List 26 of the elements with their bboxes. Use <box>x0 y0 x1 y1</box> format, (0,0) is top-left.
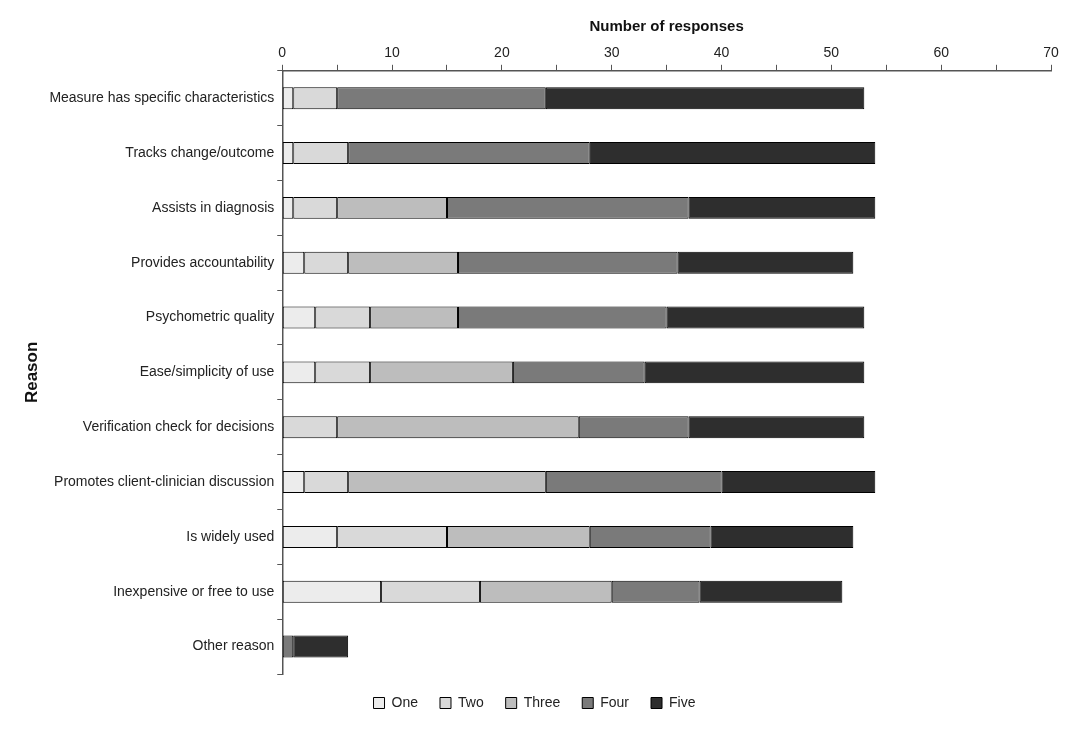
y-tick-label: Psychometric quality <box>145 308 275 325</box>
y-tick-label: Tracks change/outcome <box>125 143 275 160</box>
x-tick-label: 30 <box>603 44 620 61</box>
x-tick-label: 70 <box>1043 44 1059 61</box>
legend-label: Five <box>669 693 696 710</box>
x-tick-label: 10 <box>384 44 401 61</box>
y-tick-label: Assists in diagnosis <box>152 198 275 215</box>
y-tick-label: Measure has specific characteristics <box>49 89 275 106</box>
x-tick-label: 40 <box>713 44 730 61</box>
y-tick-label: Ease/simplicity of use <box>139 363 275 380</box>
x-tick-label: 50 <box>823 44 840 61</box>
y-axis-title: Reason <box>21 341 41 404</box>
x-tick-label: 20 <box>494 44 510 61</box>
y-tick-label: Verification check for decisions <box>82 418 275 435</box>
y-tick-label: Promotes client-clinician discussion <box>54 472 275 489</box>
legend-label: Four <box>600 693 630 710</box>
legend-label: One <box>391 693 419 710</box>
x-tick-label: 60 <box>933 44 950 61</box>
y-tick-label: Is widely used <box>186 527 275 544</box>
legend-label: Two <box>457 693 484 710</box>
y-tick-label: Inexpensive or free to use <box>113 582 275 599</box>
x-axis-title: Number of responses <box>589 17 744 35</box>
y-tick-label: Other reason <box>192 637 275 654</box>
x-tick-label: 0 <box>278 44 287 61</box>
legend-label: Three <box>523 693 561 710</box>
y-tick-label: Provides accountability <box>131 253 275 270</box>
